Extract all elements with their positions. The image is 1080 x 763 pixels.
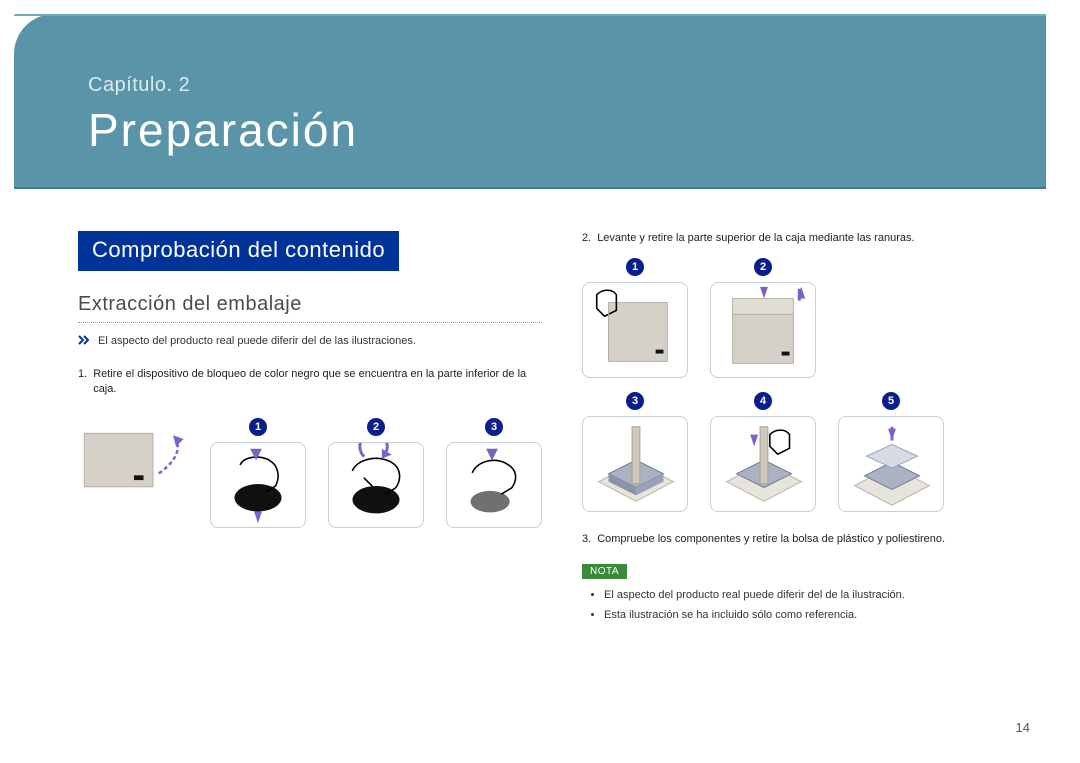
figure-frame xyxy=(838,416,944,512)
step-badge: 4 xyxy=(754,392,772,410)
figure-frame xyxy=(582,282,688,378)
chapter-number-label: Capítulo. 2 xyxy=(88,14,1046,97)
left-column: Comprobación del contenido Extracción de… xyxy=(78,231,542,629)
figure-group: 1 xyxy=(582,258,688,378)
inline-note-text: El aspecto del producto real puede difer… xyxy=(98,335,416,347)
left-figure-row: 1 2 xyxy=(78,418,542,528)
step-2: 2. Levante y retire la parte superior de… xyxy=(582,231,1046,246)
figure-group: 3 xyxy=(446,418,542,528)
step-description: Retire el dispositivo de bloqueo de colo… xyxy=(93,367,542,398)
nota-label: NOTA xyxy=(582,564,627,579)
step-3: 3. Compruebe los componentes y retire la… xyxy=(582,532,1046,547)
figure-group: 2 xyxy=(328,418,424,528)
right-figure-row-2: 3 4 xyxy=(582,392,1046,512)
figure-frame xyxy=(328,442,424,528)
section-heading-band: Comprobación del contenido xyxy=(78,231,399,271)
list-item: El aspecto del producto real puede difer… xyxy=(604,589,1046,601)
chapter-title: Preparación xyxy=(88,103,1046,157)
figure-frame xyxy=(210,442,306,528)
step-badge: 1 xyxy=(249,418,267,436)
figure-frame xyxy=(446,442,542,528)
step-number: 1. xyxy=(78,367,87,398)
step-description: Levante y retire la parte superior de la… xyxy=(597,231,914,246)
figure-box-raw xyxy=(78,418,188,504)
nota-bullet-list: El aspecto del producto real puede difer… xyxy=(604,589,1046,621)
step-description: Compruebe los componentes y retire la bo… xyxy=(597,532,945,547)
step-number: 2. xyxy=(582,231,591,246)
inline-note: El aspecto del producto real puede difer… xyxy=(78,335,542,347)
step-number: 3. xyxy=(582,532,591,547)
manual-page: Capítulo. 2 Preparación Comprobación del… xyxy=(0,0,1080,763)
right-column: 2. Levante y retire la parte superior de… xyxy=(582,231,1046,629)
step-badge: 3 xyxy=(485,418,503,436)
figure-group: 3 xyxy=(582,392,688,512)
figure-group: 1 xyxy=(210,418,306,528)
step-badge: 2 xyxy=(367,418,385,436)
chapter-header: Capítulo. 2 Preparación xyxy=(14,14,1046,189)
figure-frame xyxy=(710,282,816,378)
step-badge: 5 xyxy=(882,392,900,410)
step-badge: 1 xyxy=(626,258,644,276)
double-chevron-right-icon xyxy=(78,335,90,345)
figure-group: 5 xyxy=(838,392,944,512)
step-1: 1. Retire el dispositivo de bloqueo de c… xyxy=(78,367,542,398)
figure-frame xyxy=(582,416,688,512)
figure-group: 4 xyxy=(710,392,816,512)
right-figure-row-1: 1 2 xyxy=(582,258,1046,378)
figure-group: 2 xyxy=(710,258,816,378)
content-columns: Comprobación del contenido Extracción de… xyxy=(14,231,1046,629)
step-badge: 3 xyxy=(626,392,644,410)
page-number: 14 xyxy=(1016,720,1030,735)
figure-frame xyxy=(710,416,816,512)
step-badge: 2 xyxy=(754,258,772,276)
list-item: Esta ilustración se ha incluido sólo com… xyxy=(604,609,1046,621)
header-highlight xyxy=(14,14,1046,16)
subsection-heading: Extracción del embalaje xyxy=(78,293,542,323)
